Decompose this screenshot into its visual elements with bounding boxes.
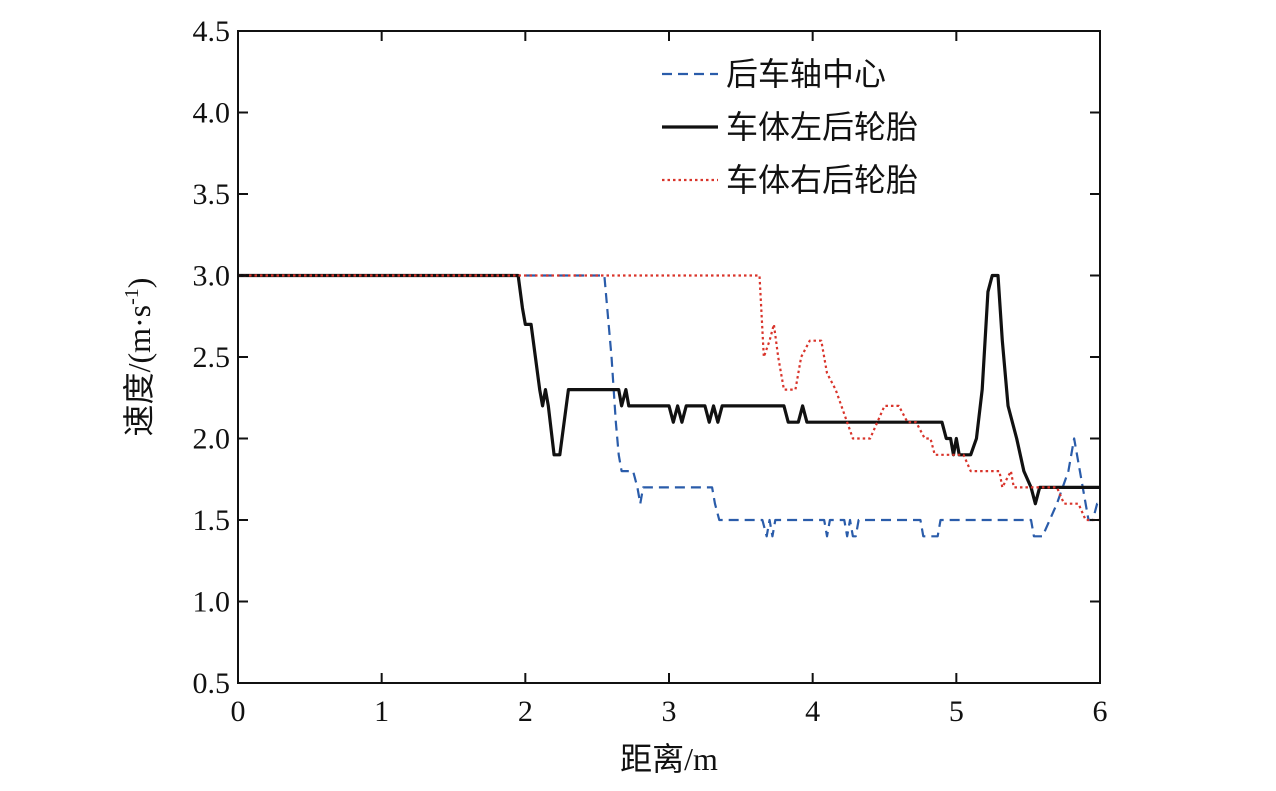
y-tick-label: 1.0 <box>193 586 231 619</box>
y-tick-label: 3.5 <box>193 178 231 211</box>
y-axis-title: 速度/(m·s-1) <box>121 278 157 437</box>
plot-frame <box>237 30 1101 684</box>
y-tick-label: 4.0 <box>193 97 231 130</box>
y-tick-label: 4.5 <box>193 15 231 48</box>
x-tick-label: 1 <box>374 695 389 728</box>
series-line-2 <box>238 273 1100 506</box>
x-tick-label: 2 <box>518 695 533 728</box>
series-line-3 <box>238 274 1100 522</box>
tick-labels-layer: 0 1 2 3 4 5 6 0.5 1.0 1.5 2.0 2.5 3.0 3.5 4.0 4.5 <box>193 15 1108 728</box>
y-tick-label: 2.5 <box>193 341 231 374</box>
y-tick-label: 0.5 <box>193 667 231 700</box>
y-tick-label: 1.5 <box>193 504 231 537</box>
y-tick-label: 2.0 <box>193 423 231 456</box>
x-tick-label: 0 <box>231 695 246 728</box>
x-tick-label: 6 <box>1093 695 1108 728</box>
legend-label-1: 后车轴中心 <box>726 56 886 92</box>
legend-label-2: 车体左后轮胎 <box>726 109 918 145</box>
y-axis-title-close: ) <box>121 278 157 289</box>
y-axis-title-main: 速度/(m·s <box>121 305 157 437</box>
series-layer <box>238 273 1100 538</box>
y-axis-title-superscript: -1 <box>121 288 143 305</box>
x-tick-label: 4 <box>805 695 820 728</box>
x-tick-label: 3 <box>662 695 677 728</box>
y-tick-label: 3.0 <box>193 260 231 293</box>
legend-label-3: 车体右后轮胎 <box>726 162 918 198</box>
x-axis-title: 距离/m <box>620 741 718 777</box>
x-tick-label: 5 <box>949 695 964 728</box>
ticks-layer <box>237 30 1101 684</box>
series-line-1 <box>238 274 1100 538</box>
